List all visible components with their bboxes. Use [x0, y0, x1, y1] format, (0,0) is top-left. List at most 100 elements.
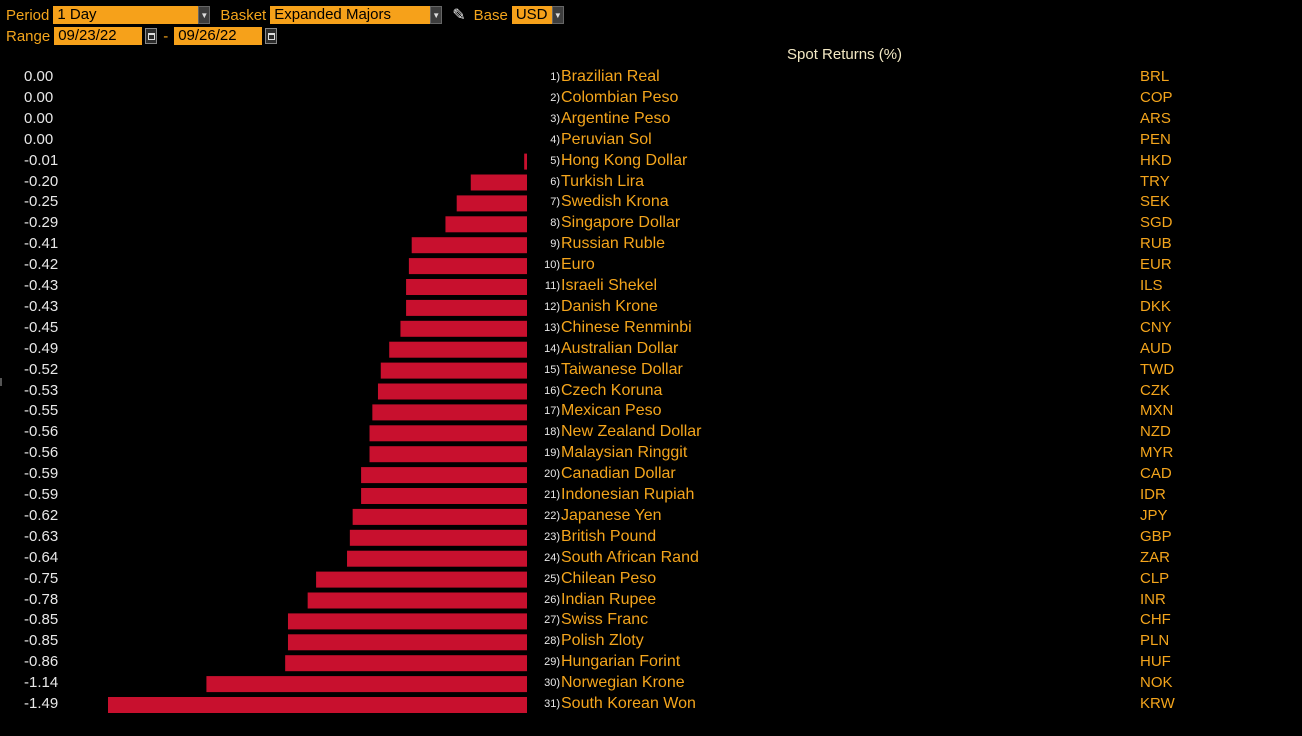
bar-idr[interactable] [361, 488, 527, 504]
currency-code[interactable]: TWD [1140, 360, 1175, 378]
currency-code[interactable]: DKK [1140, 297, 1171, 315]
base-value[interactable]: USD [511, 6, 552, 24]
currency-code[interactable]: RUB [1140, 235, 1172, 253]
currency-code[interactable]: IDR [1140, 486, 1166, 503]
range-end-input[interactable]: 09/26/22 [174, 27, 263, 45]
chevron-down-icon[interactable]: ▼ [198, 6, 211, 24]
currency-name[interactable]: Swiss Franc [561, 611, 649, 629]
currency-code[interactable]: TRY [1140, 172, 1170, 190]
currency-code[interactable]: AUD [1140, 339, 1172, 357]
currency-name[interactable]: Malaysian Ringgit [561, 444, 688, 462]
bar-rub[interactable] [411, 237, 527, 254]
currency-name[interactable]: Mexican Peso [561, 402, 662, 420]
currency-name[interactable]: British Pound [561, 527, 657, 545]
bar-mxn[interactable] [372, 404, 527, 421]
currency-code[interactable]: SGD [1140, 214, 1173, 232]
bar-hkd[interactable] [524, 153, 527, 170]
currency-code[interactable]: CNY [1140, 318, 1172, 336]
currency-code[interactable]: NOK [1140, 674, 1173, 692]
currency-name[interactable]: Peruvian Sol [561, 130, 652, 148]
currency-code[interactable]: ARS [1140, 109, 1171, 127]
calendar-icon[interactable] [265, 28, 278, 44]
currency-name[interactable]: Hong Kong Dollar [561, 151, 688, 169]
basket-dropdown[interactable]: Expanded Majors ▼ [270, 6, 443, 24]
period-value[interactable]: 1 Day [53, 6, 199, 24]
currency-name[interactable]: Chilean Peso [561, 569, 657, 587]
currency-name[interactable]: Indonesian Rupiah [561, 486, 695, 503]
range-start-input[interactable]: 09/23/22 [54, 27, 143, 45]
currency-code[interactable]: ZAR [1140, 548, 1170, 566]
currency-code[interactable]: INR [1140, 590, 1166, 608]
currency-name[interactable]: Singapore Dollar [561, 214, 681, 232]
currency-name[interactable]: Colombian Peso [561, 88, 679, 106]
chevron-down-icon[interactable]: ▼ [551, 6, 564, 24]
bar-sek[interactable] [456, 195, 527, 212]
bar-ils[interactable] [406, 279, 527, 295]
bar-zar[interactable] [347, 550, 527, 567]
currency-code[interactable]: COP [1140, 88, 1173, 106]
currency-name[interactable]: Chinese Renminbi [561, 318, 692, 336]
currency-name[interactable]: Norwegian Krone [561, 674, 685, 692]
calendar-icon[interactable] [145, 28, 158, 44]
currency-code[interactable]: BRL [1140, 68, 1170, 85]
bar-cny[interactable] [400, 320, 527, 337]
bar-dkk[interactable] [406, 299, 527, 316]
currency-name[interactable]: Turkish Lira [561, 172, 644, 190]
bar-huf[interactable] [285, 655, 527, 672]
period-dropdown[interactable]: 1 Day ▼ [53, 6, 211, 24]
currency-name[interactable]: Japanese Yen [561, 506, 662, 524]
currency-code[interactable]: PLN [1140, 632, 1170, 650]
bar-myr[interactable] [369, 446, 527, 463]
currency-name[interactable]: Swedish Krona [561, 193, 669, 211]
currency-code[interactable]: MXN [1140, 402, 1174, 420]
bar-try[interactable] [470, 174, 527, 191]
bar-nzd[interactable] [369, 425, 527, 442]
bar-aud[interactable] [389, 341, 527, 358]
currency-code[interactable]: CLP [1140, 569, 1170, 587]
bar-gbp[interactable] [349, 529, 527, 546]
currency-name[interactable]: Israeli Shekel [561, 277, 658, 294]
scroll-handle[interactable] [0, 378, 2, 386]
currency-name[interactable]: New Zealand Dollar [561, 423, 702, 441]
bar-czk[interactable] [377, 383, 527, 400]
currency-code[interactable]: JPY [1140, 506, 1168, 524]
currency-name[interactable]: Russian Ruble [561, 235, 666, 253]
currency-name[interactable]: Czech Koruna [561, 381, 663, 399]
pencil-icon[interactable]: ✎ [452, 7, 466, 24]
currency-code[interactable]: NZD [1140, 423, 1171, 441]
currency-name[interactable]: Taiwanese Dollar [561, 360, 683, 378]
bar-jpy[interactable] [352, 508, 527, 525]
base-dropdown[interactable]: USD ▼ [511, 6, 564, 24]
currency-name[interactable]: Euro [561, 256, 595, 274]
currency-code[interactable]: HKD [1140, 151, 1172, 169]
currency-name[interactable]: Hungarian Forint [561, 653, 681, 671]
bar-twd[interactable] [380, 362, 527, 379]
currency-code[interactable]: SEK [1140, 193, 1171, 211]
currency-name[interactable]: Polish Zloty [561, 632, 644, 650]
currency-code[interactable]: HUF [1140, 653, 1171, 671]
bar-inr[interactable] [307, 592, 527, 609]
currency-code[interactable]: EUR [1140, 256, 1172, 274]
bar-clp[interactable] [316, 571, 527, 588]
currency-name[interactable]: Canadian Dollar [561, 465, 676, 483]
currency-code[interactable]: PEN [1140, 130, 1171, 148]
bar-cad[interactable] [361, 467, 527, 484]
bar-sgd[interactable] [445, 216, 527, 233]
currency-name[interactable]: Australian Dollar [561, 339, 679, 357]
currency-code[interactable]: CZK [1140, 381, 1170, 399]
currency-code[interactable]: KRW [1140, 695, 1175, 712]
currency-name[interactable]: Danish Krone [561, 297, 658, 315]
currency-code[interactable]: GBP [1140, 527, 1172, 545]
currency-name[interactable]: Brazilian Real [561, 68, 660, 85]
currency-code[interactable]: MYR [1140, 444, 1174, 462]
currency-name[interactable]: South Korean Won [561, 695, 696, 712]
currency-code[interactable]: ILS [1140, 277, 1163, 294]
currency-name[interactable]: Argentine Peso [561, 109, 671, 127]
chevron-down-icon[interactable]: ▼ [430, 6, 443, 24]
bar-chf[interactable] [287, 613, 527, 630]
bar-pln[interactable] [287, 634, 527, 651]
bar-krw[interactable] [108, 697, 527, 713]
currency-name[interactable]: Indian Rupee [561, 590, 657, 608]
basket-value[interactable]: Expanded Majors [270, 6, 431, 24]
currency-code[interactable]: CHF [1140, 611, 1171, 629]
